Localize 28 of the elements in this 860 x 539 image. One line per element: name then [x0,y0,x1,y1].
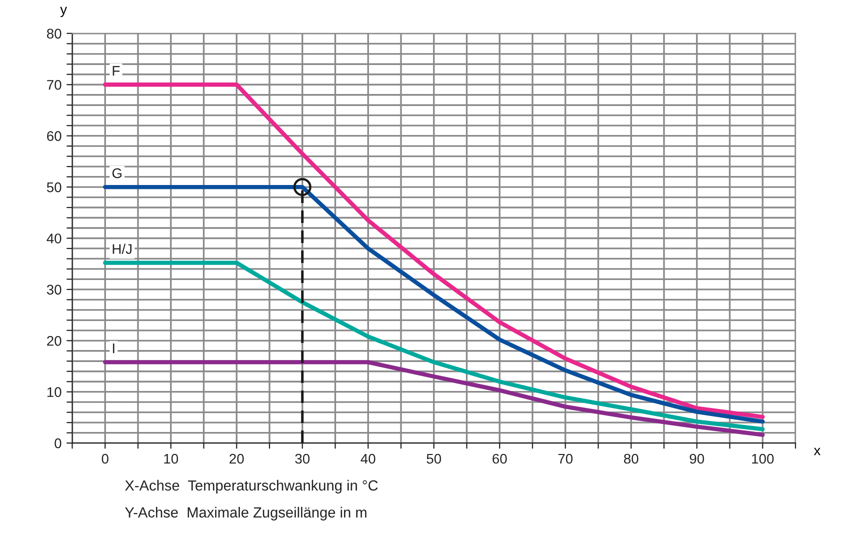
y-tick-label: 80 [46,28,62,39]
x-tick-label: 70 [558,454,573,464]
x-tick-label: 80 [624,454,638,464]
text: X-Achse Temperaturschwankung in °C [125,480,378,494]
series-label: H/J [112,244,132,254]
y-tick-label: 50 [46,182,62,192]
y-axis-title: y [60,6,68,18]
series-label: I [112,344,114,354]
x-tick-label: 90 [690,454,704,464]
y-tick-label: 40 [46,234,62,244]
y-tick-label: 20 [47,336,62,346]
x-tick-label: 10 [164,454,178,464]
y-tick-label: 10 [47,387,62,398]
x-tick-label: 60 [492,454,507,464]
series-label: G [112,168,122,178]
x-tick-label: 50 [426,454,442,464]
x-tick-label: 100 [752,454,774,464]
x-tick-label: 20 [230,454,244,464]
y-tick-label: 60 [47,131,62,141]
text: Y-Achse Maximale Zugseillänge in m [125,506,366,520]
y-tick-label: 0 [54,438,62,448]
y-tick-label: 70 [47,80,62,90]
x-tick-label: 30 [295,454,310,464]
x-tick-label: 40 [360,454,376,464]
x-axis-title: x [814,448,821,456]
y-tick-label: 30 [46,284,62,295]
series-label: F [112,66,120,76]
x-tick-label: 0 [102,454,108,464]
